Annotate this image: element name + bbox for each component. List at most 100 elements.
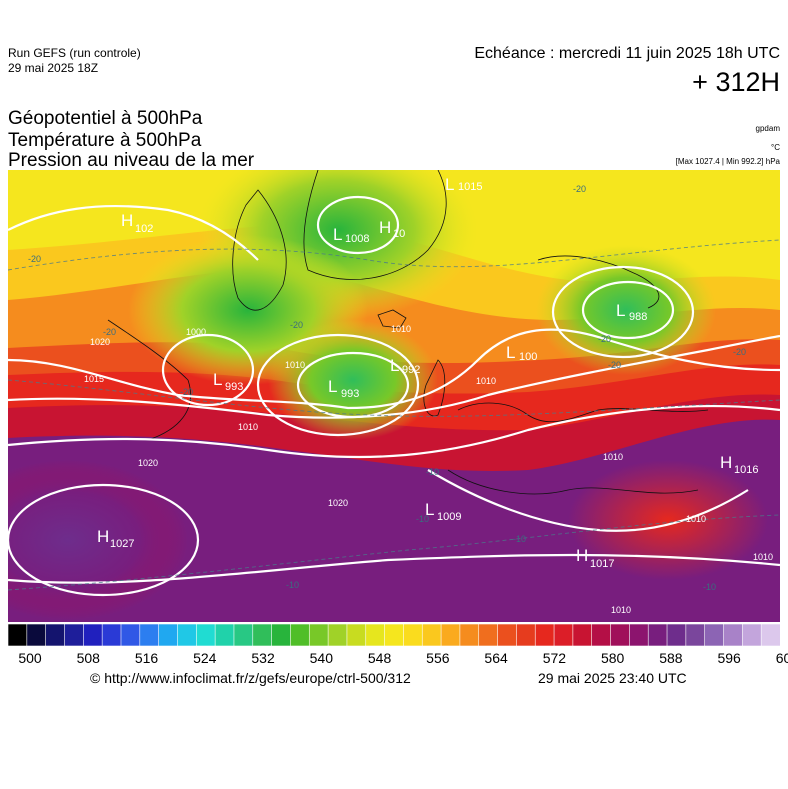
colorbar-swatch <box>478 624 499 646</box>
isotherm-label: -10 <box>416 514 429 524</box>
center-value: 10 <box>393 228 405 240</box>
colorbar-swatch <box>704 624 725 646</box>
center-letter: H <box>720 453 732 472</box>
center-letter: L <box>445 175 454 194</box>
colorbar-tick-label: 508 <box>76 650 100 666</box>
colorbar-swatch <box>177 624 198 646</box>
colorbar-swatch <box>327 624 348 646</box>
colorbar <box>8 624 780 646</box>
isobar-label: 1010 <box>686 514 706 524</box>
unit-geopotential: gpdam <box>755 124 780 133</box>
temperature-field <box>8 170 780 622</box>
parameter-pressure: Pression au niveau de la mer <box>8 150 255 171</box>
isotherm-label: -10 <box>513 534 526 544</box>
colorbar-tick-label: 540 <box>309 650 333 666</box>
isobar-label: 1015 <box>84 374 104 384</box>
colorbar-tick-label: 596 <box>717 650 741 666</box>
colorbar-swatch <box>421 624 442 646</box>
center-letter: H <box>97 527 109 546</box>
isotherms <box>8 239 780 591</box>
pressure-center: L 100 <box>506 343 537 363</box>
run-name: Run GEFS (run controle) <box>8 46 141 60</box>
forecast-horizon: + 312H <box>692 67 780 97</box>
center-letter: L <box>390 356 399 375</box>
colorbar-swatch <box>45 624 66 646</box>
center-value: 993 <box>341 388 359 400</box>
center-letter: L <box>425 500 434 519</box>
colorbar-tick-label: 580 <box>600 650 625 666</box>
colorbar-tick-label: 588 <box>659 650 683 666</box>
colorbar-swatch <box>647 624 668 646</box>
pressure-center: L 1008 <box>333 225 369 245</box>
center-letter: L <box>616 301 625 320</box>
colorbar-swatch <box>346 624 367 646</box>
unit-temperature: °C <box>771 143 780 152</box>
colorbar-tick-label: 516 <box>134 650 159 666</box>
pressure-center: L 1009 <box>425 500 461 523</box>
center-value: 1027 <box>110 538 134 550</box>
colorbar-swatch <box>308 624 329 646</box>
parameter-temperature: Température à 500hPa <box>8 130 202 151</box>
center-letter: H <box>121 211 133 230</box>
colorbar-swatch <box>629 624 649 646</box>
colorbar-swatch <box>120 624 141 646</box>
colorbar-swatch <box>553 624 574 646</box>
isotherm-label: -20 <box>180 387 193 397</box>
colorbar-swatch <box>195 624 216 646</box>
colorbar-swatch <box>8 624 28 646</box>
colorbar-swatch <box>384 624 405 646</box>
center-value: 100 <box>519 351 537 363</box>
center-value: 992 <box>402 364 420 376</box>
isobar-label: 1010 <box>603 452 623 462</box>
pressure-center: L 988 <box>616 301 647 323</box>
center-letter: H <box>379 218 391 237</box>
colorbar-swatch <box>403 624 424 646</box>
colorbar-tick-label: 564 <box>484 650 508 666</box>
colorbar-swatch <box>290 624 311 646</box>
colorbar-swatch <box>365 624 386 646</box>
pressure-center: L 993 <box>328 377 359 400</box>
isobar-label: 1010 <box>476 376 496 386</box>
run-date: 29 mai 2025 18Z <box>8 61 99 75</box>
isotherm-label: -20 <box>573 184 586 194</box>
center-value: 1009 <box>437 511 461 523</box>
colorbar-swatch <box>591 624 612 646</box>
center-value: 1008 <box>345 233 369 245</box>
colorbar-swatch <box>497 624 518 646</box>
colorbar-swatch <box>64 624 85 646</box>
colorbar-swatch <box>440 624 461 646</box>
colorbar-swatch <box>26 624 47 646</box>
isotherm-label: -20 <box>608 360 621 370</box>
isobars <box>8 195 780 597</box>
isotherm-label: -20 <box>290 320 303 330</box>
pressure-center: L 1015 <box>445 175 482 194</box>
pressure-center-labels: H 102 L 1008 H 10 L 1015 L 988 L 993 L 993 L 992… <box>97 175 758 570</box>
forecast-map: H 102 L 1008 H 10 L 1015 L 988 L 993 L 993 L 992… <box>8 170 780 622</box>
center-letter: L <box>333 225 342 244</box>
isotherm-label: -10 <box>703 582 716 592</box>
isotherm-label: -10 <box>286 580 299 590</box>
isobar-label: 1010 <box>391 324 411 334</box>
colorbar-swatch <box>760 624 780 646</box>
colorbar-swatch <box>534 624 555 646</box>
isobar-label: 1010 <box>285 360 305 370</box>
isobar-label: 1020 <box>90 337 110 347</box>
pressure-center: L 992 <box>390 356 420 376</box>
colorbar-tick-label: 532 <box>251 650 275 666</box>
colorbar-swatch <box>252 624 273 646</box>
isotherm-value-labels: -20 -20 -20 -20 -20 -20 -20 -20 -10 -10 … <box>28 184 746 592</box>
colorbar-tick-label: 604 <box>775 650 788 666</box>
colorbar-swatch <box>666 624 687 646</box>
center-letter: L <box>506 343 515 362</box>
generation-date: 29 mai 2025 23:40 UTC <box>538 670 687 686</box>
pressure-center: L 993 <box>213 370 243 393</box>
colorbar-swatch <box>233 624 254 646</box>
center-value: 1016 <box>734 464 758 476</box>
center-letter: H <box>576 546 588 565</box>
colorbar-swatch <box>158 624 179 646</box>
pressure-center: H 102 <box>121 211 153 235</box>
isotherm-label: -10 <box>426 467 439 477</box>
isobar-label: 1020 <box>138 458 158 468</box>
colorbar-swatch <box>685 624 706 646</box>
center-letter: L <box>213 370 222 389</box>
